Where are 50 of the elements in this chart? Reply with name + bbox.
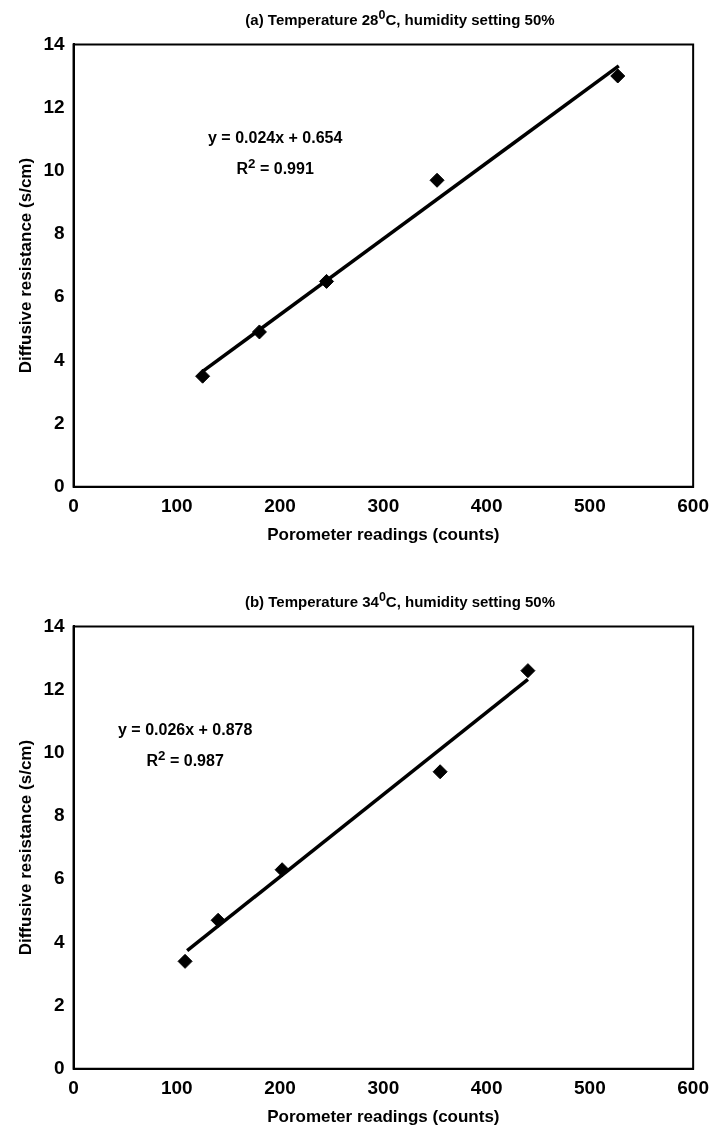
point [429, 172, 445, 188]
y-tick-label: 10 [43, 159, 65, 181]
y-tick-label: 10 [43, 741, 65, 763]
y-tick-label: 2 [53, 411, 65, 433]
x-tick-label: 0 [68, 495, 79, 517]
point [251, 324, 267, 340]
x-tick-label: 500 [574, 1077, 606, 1099]
y-tick-label: 12 [43, 677, 65, 699]
x-tick-label: 100 [160, 1077, 193, 1099]
point [274, 862, 290, 878]
y-tick-label: 14 [43, 614, 65, 636]
y-tick-label: 0 [53, 475, 65, 497]
x-axis-title: Porometer readings (counts) [267, 1107, 500, 1127]
y-tick-label: 12 [43, 95, 65, 117]
annotation: y = 0.024x + 0.654 [208, 128, 343, 148]
x-tick-label: 200 [264, 495, 296, 517]
x-tick-label: 600 [677, 495, 709, 517]
y-tick-label: 8 [53, 222, 65, 244]
x-tick-label: 600 [677, 1077, 709, 1099]
x-tick-label: 400 [470, 1077, 503, 1099]
point [210, 912, 226, 928]
x-tick-label: 300 [367, 1077, 400, 1099]
x-tick-label: 200 [264, 1077, 296, 1099]
y-tick-label: 4 [53, 348, 65, 370]
point [319, 273, 335, 289]
point [610, 68, 626, 84]
x-tick-label: 0 [68, 1077, 79, 1099]
y-axis-title: Diffusive resistance (s/cm) [15, 157, 35, 374]
point [195, 368, 211, 384]
x-tick-label: 300 [367, 495, 400, 517]
annotation: R$^{2}$ = 0.987 [145, 747, 225, 772]
y-axis-title: Diffusive resistance (s/cm) [15, 739, 35, 956]
y-tick-label: 0 [53, 1057, 65, 1079]
x-axis-title: Porometer readings (counts) [267, 525, 500, 545]
y-tick-label: 6 [53, 285, 65, 307]
point [177, 953, 193, 969]
y-tick-label: 6 [53, 867, 65, 889]
y-tick-label: 8 [53, 804, 65, 826]
chart-title: (b) Temperature 34$^{0}$C, humidity setting 50% [243, 590, 557, 612]
y-tick-label: 4 [53, 930, 65, 952]
x-tick-label: 400 [470, 495, 503, 517]
point [432, 764, 448, 780]
x-tick-label: 500 [574, 495, 606, 517]
annotation: R$^{2}$ = 0.991 [235, 155, 315, 180]
chart-title: (a) Temperature 28$^{0}$C, humidity setting 50% [244, 8, 556, 30]
x-tick-label: 100 [160, 495, 193, 517]
y-tick-label: 14 [43, 32, 65, 54]
y-tick-label: 2 [53, 993, 65, 1015]
point [520, 663, 536, 679]
annotation: y = 0.026x + 0.878 [118, 720, 253, 740]
